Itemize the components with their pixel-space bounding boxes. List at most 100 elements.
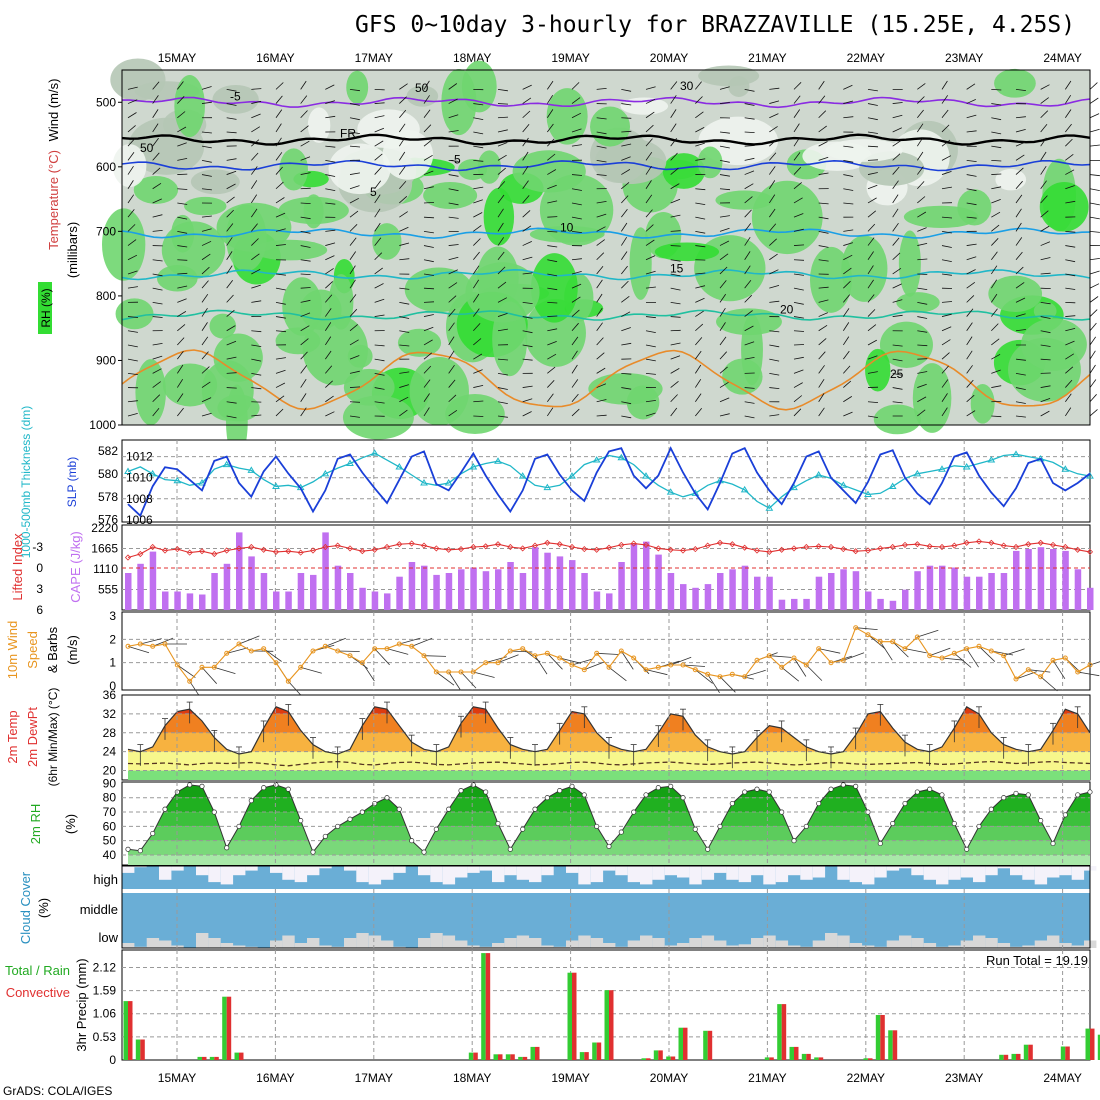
total-rain-label: Total / Rain [5,963,70,978]
wind-barb [596,293,603,303]
wind-barb [621,415,632,419]
lifted-index-marker [507,543,514,551]
wind-barb [941,245,952,248]
wind-speed-marker [705,671,711,677]
wind-barb [546,94,554,104]
rh-region [873,404,922,435]
cloud-low-gap [627,940,641,948]
rh-region [751,180,823,255]
wind-barb-10m [682,664,706,667]
rh-region [530,253,578,323]
wind-barb [818,407,825,417]
wind-barb [251,208,258,218]
wind-barb [645,412,656,417]
wind-barb [423,230,434,234]
wind-barb [769,285,780,289]
wind-barb [1065,287,1076,290]
wind-barb [250,180,258,189]
wind-barb [621,208,628,218]
wind-barb [1015,415,1026,418]
date-label-top: 24MAY [1043,51,1081,65]
wind-barb [843,294,851,303]
wind-barb [793,330,805,332]
wind-barb [399,109,407,119]
wind-barb [251,100,262,104]
wind-barb [275,395,285,403]
wind-barb [374,88,385,91]
cloud-high-gap [467,866,480,873]
wind-barb [127,239,137,246]
wind-barb [842,336,850,346]
wind-barb [596,352,605,360]
precip-convective-bar [140,1039,145,1060]
wind-barb [423,202,435,204]
wind-barb [695,272,706,275]
wind-barb [201,145,212,149]
wind-barb [867,294,875,303]
rh-marker [927,786,933,792]
wind-barb-10m [140,638,162,645]
wind-barb [818,393,825,402]
rh-dry-region [212,84,259,114]
wind-barb [374,208,381,218]
wind-barb [448,350,455,360]
precip-total-bar [135,1039,141,1060]
wind-barb [596,201,607,204]
wind-barb [769,300,780,303]
wind-barb [1089,394,1097,403]
wind-barb [374,180,382,190]
wind-barb-10m [1040,676,1058,692]
wind-barb [1015,129,1026,133]
wind-barb [349,265,356,275]
wind-barb [941,259,952,262]
wind-barb [744,223,752,232]
wind-barb [571,112,582,119]
rh-region [988,275,1043,313]
rh-marker [421,849,427,855]
li-tick-label: 6 [36,603,43,617]
wind-barb [522,344,533,348]
rh-tick-label: 80 [103,791,117,805]
wind-barb [941,326,952,332]
cloud-high-gap [504,866,517,876]
wind-barb [497,167,506,175]
slp-tick-label: 1006 [126,513,153,527]
rh-dry-region [995,168,1027,191]
cloud-high-gap [837,866,850,880]
wind-barb [522,256,533,261]
wind-barb [670,198,681,204]
wind-barb [423,301,435,303]
wind-barb [522,385,533,388]
wind-barb [917,287,928,290]
wind-speed-marker [779,664,785,670]
wind-barb-10m [769,655,792,658]
thickness-marker [395,462,404,470]
rh-region [1039,181,1089,232]
wind-barb [917,371,928,374]
wind-barb [941,95,949,104]
wind-barb [966,322,973,331]
isotherm-4 [121,268,1091,281]
wind-barb [1015,297,1026,303]
wind-speed-marker [976,643,982,649]
wind-barb [226,279,234,289]
wind-barb [621,117,632,119]
wind-barb [251,300,262,303]
wind-barb [719,159,730,163]
wind-barb [793,123,800,133]
temp-minmax-axis-label: (6hr Min/Max) (°C) [46,688,60,787]
cloud-low-gap [825,933,838,948]
wind-barb [1065,153,1074,161]
wind-speed-marker [951,650,957,656]
wind-speed-marker [187,678,193,684]
wind-barb [1089,82,1098,90]
precip-tick-label: 1.59 [93,984,117,998]
lifted-index-marker [914,541,921,548]
wind-barb-10m [214,666,236,674]
wind-barb [522,398,533,403]
wind-barb [621,387,632,390]
wind-barb [768,194,776,204]
wind-barb [719,293,727,303]
rh-region [809,246,853,313]
thickness-marker [518,472,527,479]
